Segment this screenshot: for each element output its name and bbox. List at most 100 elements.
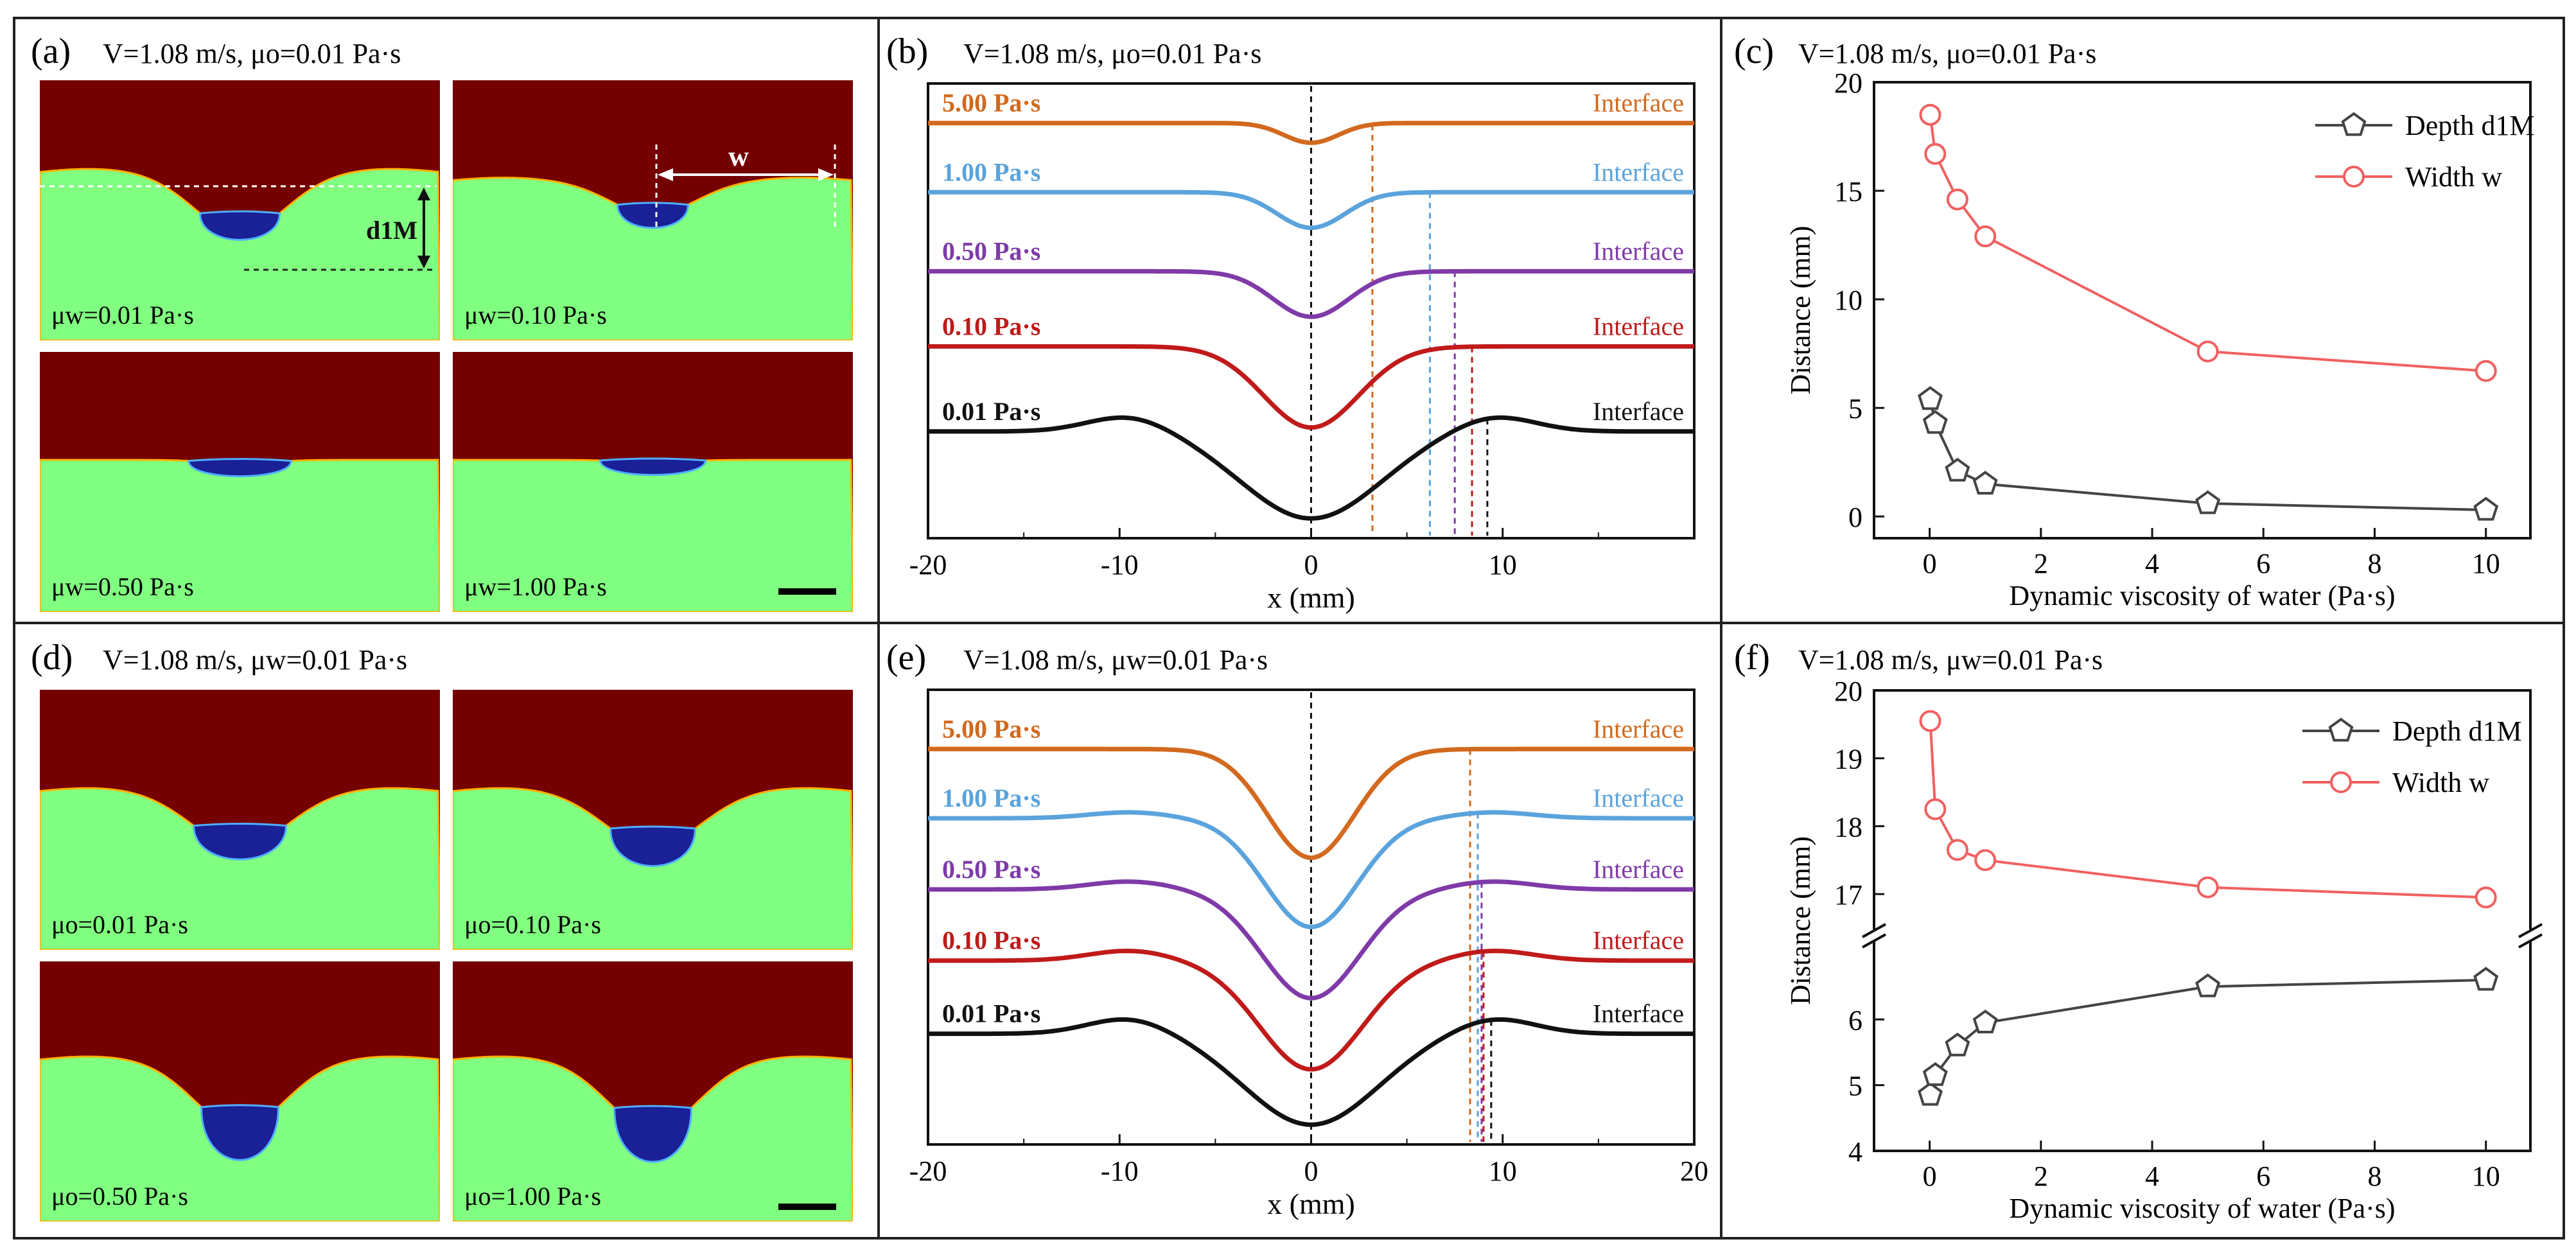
- series-label: 0.50 Pa·s: [942, 855, 1040, 884]
- x-tick-label: -20: [909, 1155, 947, 1187]
- interface-label: Interface: [1593, 855, 1684, 884]
- panel-b-letter: (b): [886, 31, 928, 71]
- data-point: [1922, 410, 1948, 434]
- image-label: μo=0.50 Pa·s: [51, 1182, 188, 1211]
- x-tick-label: 4: [2145, 1161, 2159, 1192]
- simulation-image: μw=0.01 Pa·s: [40, 80, 440, 340]
- y-tick-label: 5: [1848, 1071, 1862, 1102]
- interface-label: Interface: [1593, 236, 1684, 265]
- panel-a: (a) V=1.08 m/s, μo=0.01 Pa·s μw=0.01 Pa·…: [31, 31, 853, 612]
- width-arrowhead-right: [818, 168, 834, 181]
- profile-chart-e: -20 -10 0 10 20x (mm)5.00 Pa·s Interface1.00 …: [909, 688, 1708, 1220]
- x-tick-label: 8: [2367, 1161, 2381, 1192]
- data-point: [1922, 1062, 1948, 1086]
- tile-content: [453, 80, 853, 340]
- x-tick-label: 6: [2256, 548, 2270, 579]
- panel-d-header: V=1.08 m/s, μw=0.01 Pa·s: [103, 644, 407, 676]
- droplet: [613, 1105, 693, 1163]
- simulation-image: μo=0.50 Pa·s: [40, 961, 440, 1222]
- panel-c-header: V=1.08 m/s, μo=0.01 Pa·s: [1798, 38, 2096, 69]
- droplet: [609, 825, 697, 867]
- data-point: [1972, 1010, 1998, 1033]
- data-point: [2196, 340, 2219, 363]
- legend: Depth d1M Width w: [2315, 110, 2535, 193]
- x-tick-label: 10: [1489, 1155, 1517, 1187]
- panel-e-header: V=1.08 m/s, μw=0.01 Pa·s: [963, 644, 1268, 676]
- simulation-image: μo=1.00 Pa·s: [453, 961, 853, 1222]
- series-label: 0.01 Pa·s: [942, 397, 1040, 426]
- data-point: [1919, 710, 1941, 732]
- profile-line: [928, 344, 1694, 430]
- depth-arrowhead-bottom: [417, 256, 430, 268]
- data-point: [1974, 849, 1997, 872]
- x-axis-label: Dynamic viscosity of water (Pa·s): [2009, 1193, 2395, 1224]
- profile-line: [928, 189, 1694, 231]
- x-tick-label: 8: [2367, 548, 2381, 579]
- x-tick-label: 6: [2256, 1161, 2270, 1192]
- droplet: [187, 458, 293, 478]
- series-label: 0.10 Pa·s: [942, 311, 1040, 340]
- plot-frame: [1873, 689, 2532, 1152]
- depth-annotation: d1M: [40, 185, 437, 271]
- legend-label: Width w: [2392, 767, 2489, 798]
- profile-line: [928, 746, 1694, 861]
- data-point: [2475, 360, 2497, 382]
- width-annotation: w: [655, 141, 836, 228]
- data-point: [1945, 1032, 1970, 1056]
- x-tick-label: 2: [2034, 548, 2048, 579]
- tile-content: [40, 80, 440, 340]
- profile-line: [928, 1017, 1694, 1127]
- legend-marker: [2328, 717, 2354, 742]
- image-label: μw=0.50 Pa·s: [51, 572, 194, 601]
- profile-series: 5.00 Pa·s Interface: [928, 89, 1694, 536]
- x-tick-label: -10: [1101, 549, 1139, 581]
- distance-chart-c: 0 2 4 6 8 10 Dynamic viscosity of water (Pa·s)…: [1785, 67, 2535, 611]
- x-tick-label: -10: [1101, 1155, 1139, 1187]
- depth-series: [1918, 967, 2499, 1106]
- scale-bar-a: [778, 588, 836, 595]
- plot-frame: [1873, 81, 2532, 539]
- tile-content: [453, 961, 853, 1222]
- tile-content: [40, 352, 440, 612]
- profile-series: 0.50 Pa·s Interface: [928, 855, 1694, 1142]
- profile-series: 0.01 Pa·s Interface: [928, 397, 1694, 536]
- image-label: μw=0.10 Pa·s: [464, 301, 607, 329]
- break-mark: [2518, 923, 2543, 938]
- data-point: [1972, 471, 1998, 495]
- x-tick-label: 0: [1923, 548, 1937, 579]
- scale-bar-d: [778, 1204, 836, 1210]
- series-label: 0.50 Pa·s: [942, 236, 1040, 265]
- droplet: [599, 457, 707, 476]
- panel-d-letter: (d): [31, 638, 73, 678]
- profile-line: [928, 268, 1694, 319]
- legend-marker: [2330, 771, 2352, 793]
- data-point: [2195, 973, 2221, 997]
- y-tick-label: 5: [1848, 393, 1862, 425]
- break-mark: [1862, 933, 1886, 949]
- y-axis: 0 5 10 15 20 Distance (mm): [1785, 67, 1884, 533]
- data-point: [1946, 188, 1968, 211]
- profile-series: 0.01 Pa·s Interface: [928, 999, 1694, 1142]
- legend-label: Depth d1M: [2392, 715, 2522, 747]
- image-label: μo=0.10 Pa·s: [464, 910, 601, 939]
- data-point: [2473, 496, 2499, 521]
- y-tick-label: 20: [1834, 67, 1862, 99]
- series-line: [1929, 721, 2486, 899]
- break-mark: [1862, 923, 1886, 938]
- profile-series: 1.00 Pa·s Interface: [928, 157, 1694, 536]
- scale-bar: [778, 588, 836, 595]
- data-point: [1946, 839, 1968, 861]
- tile-content: [453, 690, 853, 950]
- x-tick-label: 10: [1489, 549, 1517, 581]
- profile-series: 1.00 Pa·s Interface: [928, 784, 1694, 1142]
- panel-e-letter: (e): [886, 638, 926, 678]
- x-tick-label: 0: [1304, 1155, 1319, 1187]
- x-tick-label: 4: [2145, 548, 2159, 579]
- data-point: [1919, 103, 1941, 126]
- simulation-image: μo=0.10 Pa·s: [453, 690, 853, 950]
- y-axis-label: Distance (mm): [1785, 226, 1816, 395]
- tile-content: [40, 961, 440, 1222]
- panel-f: (f) V=1.08 m/s, μw=0.01 Pa·s 0 2 4 6 8 10 Dyna…: [1734, 638, 2543, 1224]
- x-axis-label: Dynamic viscosity of water (Pa·s): [2009, 580, 2395, 611]
